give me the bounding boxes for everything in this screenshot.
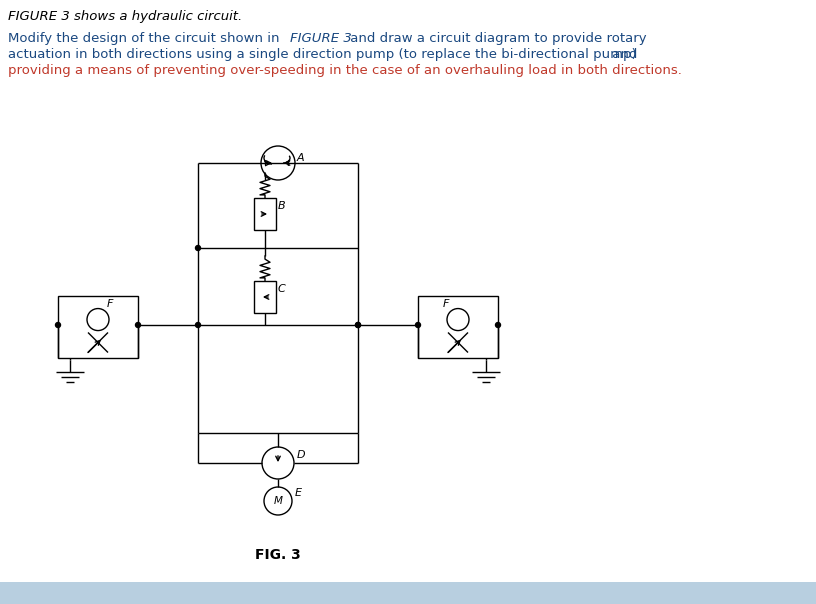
Circle shape — [55, 323, 60, 327]
Bar — [418, 296, 498, 358]
Text: F: F — [107, 299, 113, 309]
Circle shape — [495, 323, 500, 327]
Text: D: D — [297, 450, 306, 460]
Text: FIGURE 3 shows a hydraulic circuit.: FIGURE 3 shows a hydraulic circuit. — [8, 10, 242, 23]
Text: and draw a circuit diagram to provide rotary: and draw a circuit diagram to provide ro… — [346, 32, 646, 45]
Text: E: E — [295, 488, 302, 498]
Circle shape — [196, 245, 201, 251]
Text: Modify the design of the circuit shown in: Modify the design of the circuit shown i… — [8, 32, 284, 45]
Text: providing a means of preventing over-speeding in the case of an overhauling load: providing a means of preventing over-spe… — [8, 64, 682, 77]
Text: A: A — [297, 153, 304, 163]
Circle shape — [415, 323, 420, 327]
Bar — [254, 281, 276, 313]
Text: B: B — [278, 201, 286, 211]
Circle shape — [262, 447, 294, 479]
Bar — [0, 582, 816, 604]
Text: M: M — [273, 496, 282, 506]
Circle shape — [261, 146, 295, 180]
Text: actuation in both directions using a single direction pump (to replace the bi-di: actuation in both directions using a sin… — [8, 48, 636, 61]
Bar — [254, 198, 276, 230]
Bar — [58, 296, 138, 358]
Text: FIGURE 3: FIGURE 3 — [290, 32, 352, 45]
Circle shape — [356, 323, 361, 327]
Text: F: F — [443, 299, 450, 309]
Text: C: C — [278, 284, 286, 294]
Text: and: and — [608, 48, 637, 61]
Circle shape — [447, 309, 469, 330]
Circle shape — [196, 323, 201, 327]
Circle shape — [264, 487, 292, 515]
Circle shape — [356, 323, 361, 327]
Text: FIG. 3: FIG. 3 — [255, 548, 301, 562]
Circle shape — [87, 309, 109, 330]
Circle shape — [135, 323, 140, 327]
